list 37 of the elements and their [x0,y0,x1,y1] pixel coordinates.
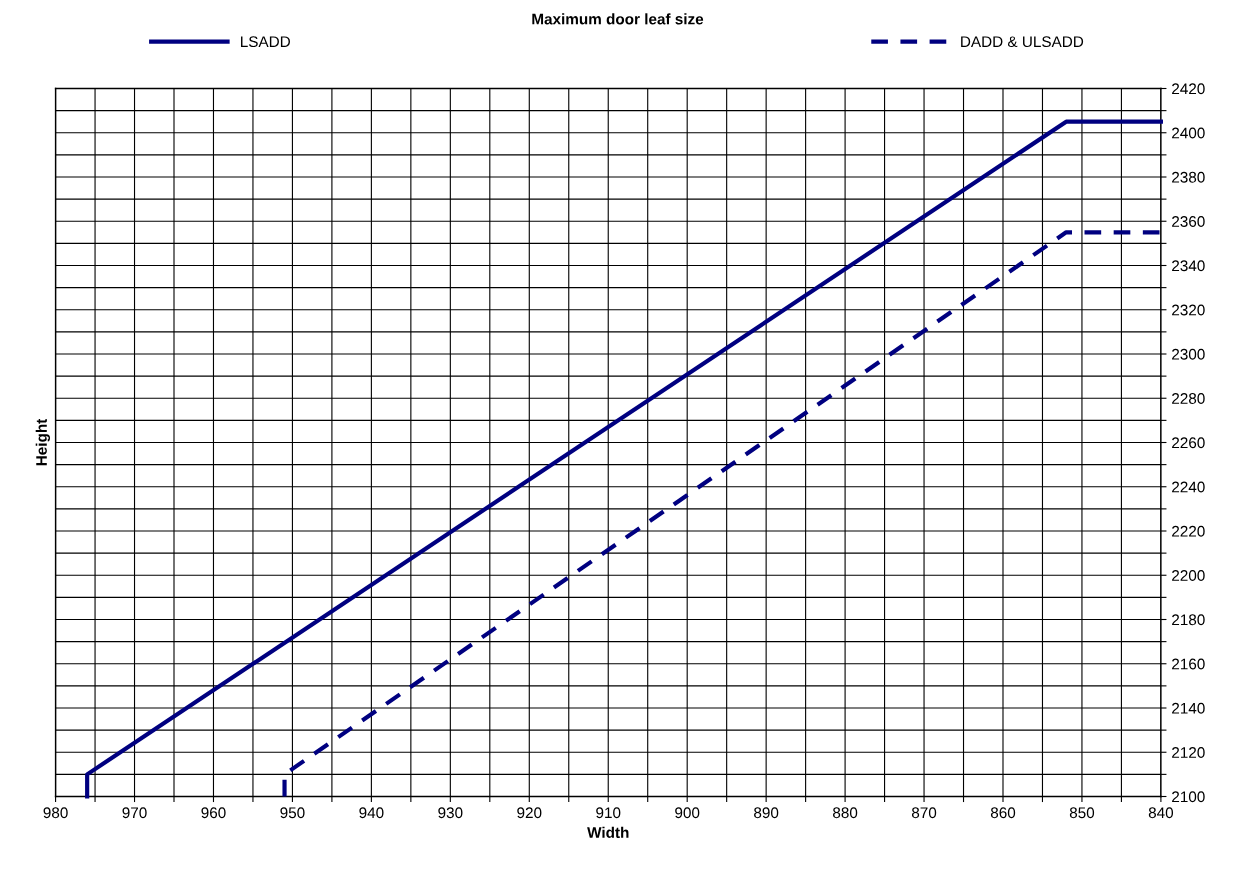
x-axis-title: Width [587,826,629,838]
x-tick-label: 900 [675,807,700,819]
chart-title: Maximum door leaf size [532,13,704,25]
x-tick-label: 840 [1148,807,1174,819]
y-tick-label: 2260 [1172,437,1205,449]
y-tick-label: 2220 [1172,525,1205,537]
x-tick-label: 890 [754,807,779,819]
y-tick-label: 2240 [1172,481,1205,493]
y-tick-label: 2420 [1172,83,1205,95]
x-tick-label: 930 [438,807,463,819]
legend-label: DADD & ULSADD [961,36,1084,48]
x-tick-label: 860 [990,807,1016,819]
y-tick-label: 2200 [1172,570,1205,581]
x-tick-label: 870 [911,807,937,819]
y-tick-label: 2140 [1172,702,1205,714]
y-tick-label: 2400 [1172,127,1205,139]
x-tick-label: 910 [596,807,621,819]
y-tick-label: 2380 [1172,171,1205,183]
y-tick-label: 2300 [1172,348,1205,360]
x-tick-label: 950 [280,807,305,819]
y-tick-label: 2340 [1172,260,1205,272]
y-tick-label: 2320 [1172,304,1205,316]
x-tick-label: 920 [517,807,542,819]
y-tick-label: 2180 [1172,614,1205,626]
x-tick-label: 850 [1069,807,1095,819]
y-tick-label: 2160 [1172,658,1205,670]
x-tick-label: 960 [201,807,226,819]
y-tick-label: 2280 [1172,393,1205,404]
y-axis-title: Height [35,418,51,466]
x-tick-label: 880 [833,807,858,819]
x-tick-label: 940 [359,807,384,819]
y-tick-label: 2120 [1172,747,1205,758]
legend-label: LSADD [241,36,290,48]
x-tick-label: 980 [43,807,68,819]
x-tick-label: 970 [122,807,147,819]
y-tick-label: 2360 [1172,216,1205,227]
y-tick-label: 2100 [1172,791,1205,803]
